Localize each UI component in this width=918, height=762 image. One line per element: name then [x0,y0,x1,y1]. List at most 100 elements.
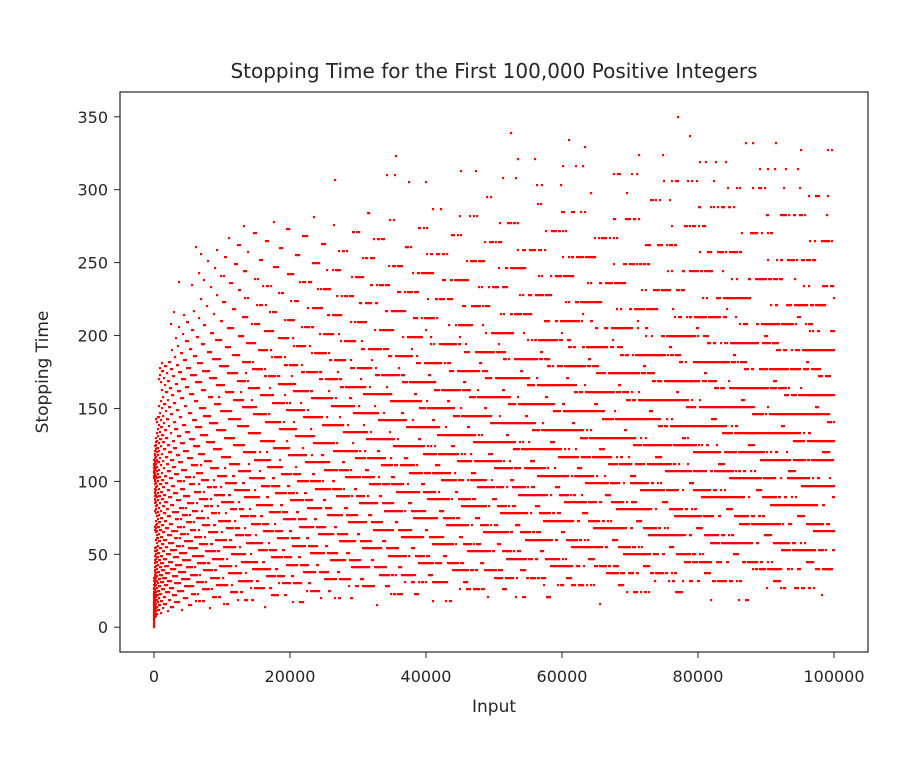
data-point [471,305,474,308]
data-point [272,330,275,333]
data-point [339,559,342,562]
data-point [249,534,252,537]
data-point [327,333,330,336]
data-point [200,426,203,429]
data-point [196,491,199,494]
data-point [256,304,259,307]
data-point [426,529,429,532]
data-point [385,348,388,351]
data-point [352,540,355,543]
data-point [227,365,230,368]
data-point [320,507,323,510]
data-point [424,272,427,275]
data-point [261,542,264,545]
data-point [170,432,173,435]
data-point [163,486,166,489]
data-point [223,384,226,387]
data-point [354,321,357,324]
data-point [312,461,315,464]
data-point [316,307,319,310]
data-point [192,393,195,396]
data-point [415,393,418,396]
data-point [319,333,322,336]
data-point [499,351,502,354]
data-point [451,298,454,301]
data-point [192,529,195,532]
data-point [168,425,171,428]
data-point [288,409,291,412]
data-point [277,266,280,269]
data-point [189,514,192,517]
data-point [183,488,186,491]
data-point [166,372,169,375]
data-point [396,445,399,448]
data-point [350,397,353,400]
data-point [421,336,424,339]
data-point [233,437,236,440]
data-point [279,247,282,250]
data-point [417,593,420,596]
data-point [235,482,238,485]
data-point [489,453,492,456]
data-point [193,521,196,524]
data-point [249,561,252,564]
data-point [473,260,476,263]
data-point [160,419,163,422]
data-point [446,581,449,584]
data-point [264,368,267,371]
data-point [252,599,255,602]
data-point [362,566,365,569]
data-point [444,453,447,456]
data-point [290,473,293,476]
data-point [499,415,502,418]
data-point [197,336,200,339]
data-point [264,330,267,333]
data-point [482,562,485,565]
data-point [201,472,204,475]
data-point [169,553,172,556]
data-point [211,569,214,572]
data-point [380,495,383,498]
data-point [180,590,183,593]
data-point [242,361,245,364]
data-point [165,410,168,413]
data-point [238,501,241,504]
data-point [254,515,257,518]
data-point [156,440,159,443]
data-point [348,552,351,555]
data-point [281,504,284,507]
data-point [195,355,198,358]
data-point [293,492,296,495]
data-point [334,179,337,182]
data-point [192,502,195,505]
data-point [332,578,335,581]
data-point [324,571,327,574]
data-point [171,413,174,416]
data-point [281,247,284,250]
data-point [424,510,427,513]
data-point [253,477,256,480]
data-point [485,332,488,335]
data-point [431,253,434,256]
data-point [455,343,458,346]
data-point [165,475,168,478]
data-point [167,463,170,466]
data-point [277,511,280,514]
data-point [215,596,218,599]
data-point [294,454,297,457]
data-point [244,470,247,473]
data-point [172,587,175,590]
data-point [200,298,203,301]
data-point [495,441,498,444]
data-point [398,367,401,370]
data-point [417,362,420,365]
data-point [487,441,490,444]
data-point [498,267,501,270]
data-point [208,370,211,373]
data-point [216,429,219,432]
data-point [217,505,220,508]
data-point [225,256,228,259]
data-point [393,476,396,479]
data-point [188,495,191,498]
data-point [193,476,196,479]
